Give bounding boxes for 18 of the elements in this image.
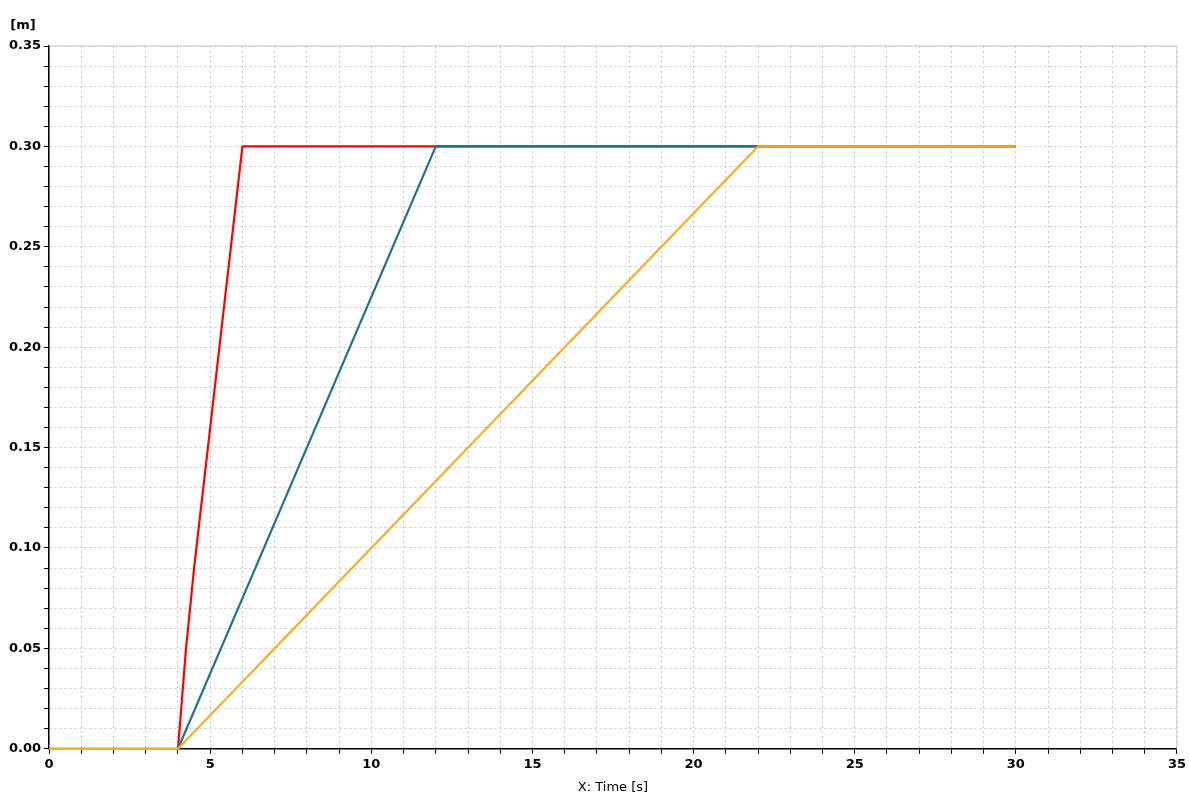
x-tick-label: 35 bbox=[1167, 755, 1186, 771]
x-tick-label: 25 bbox=[845, 755, 864, 771]
y-tick-label: 0.30 bbox=[9, 137, 42, 153]
x-tick-label: 10 bbox=[362, 755, 381, 771]
y-tick-label: 0.25 bbox=[9, 238, 42, 254]
y-tick-label: 0.15 bbox=[9, 438, 42, 454]
y-tick-label: 0.20 bbox=[9, 338, 42, 354]
x-tick-label: 30 bbox=[1006, 755, 1025, 771]
y-tick-label: 0.05 bbox=[9, 639, 42, 655]
x-axis-title: X: Time [s] bbox=[577, 778, 649, 794]
x-tick-label: 0 bbox=[44, 755, 54, 771]
x-tick-label: 5 bbox=[205, 755, 215, 771]
y-tick-label: 0.00 bbox=[9, 740, 42, 756]
y-tick-label: 0.10 bbox=[9, 539, 42, 555]
x-tick-label: 15 bbox=[523, 755, 542, 771]
y-axis-title: [m] bbox=[10, 16, 36, 32]
y-tick-label: 0.35 bbox=[9, 37, 42, 53]
x-tick-label: 20 bbox=[684, 755, 703, 771]
